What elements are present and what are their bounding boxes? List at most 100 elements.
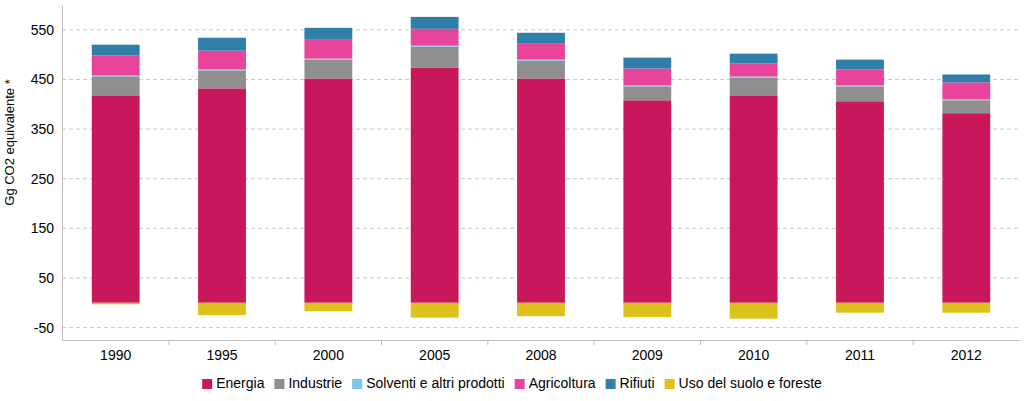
bar (517, 303, 565, 316)
legend-item: Industrie (274, 375, 342, 391)
bar (304, 78, 352, 302)
bar (836, 101, 884, 302)
legend-swatch (274, 379, 284, 389)
bar (411, 68, 459, 303)
bar (623, 58, 671, 69)
x-separator (806, 340, 807, 345)
bar (836, 86, 884, 101)
y-axis-title: Gg CO2 equivalente * (2, 79, 17, 205)
x-tick: 2008 (525, 340, 556, 363)
x-tick: 2012 (951, 340, 982, 363)
x-separator (594, 340, 595, 345)
x-separator (913, 340, 914, 345)
bar (730, 64, 778, 77)
bar (517, 33, 565, 44)
legend-swatch (202, 379, 212, 389)
legend-swatch (606, 379, 616, 389)
y-tick-label: 50 (38, 270, 54, 286)
x-tick-label: 2000 (313, 347, 344, 363)
bar (730, 95, 778, 302)
bar (92, 45, 140, 56)
x-tick: 2005 (419, 340, 450, 363)
bar (411, 303, 459, 318)
y-tick-label: 550 (31, 22, 55, 38)
x-tick: 2000 (313, 340, 344, 363)
x-separator (275, 340, 276, 345)
x-separator (487, 340, 488, 345)
bar (304, 28, 352, 40)
x-tick: 1990 (100, 340, 131, 363)
grid (62, 30, 1020, 328)
bar (517, 78, 565, 302)
legend-label: Agricoltura (529, 375, 596, 391)
bar (623, 69, 671, 86)
x-tick-label: 2008 (525, 347, 556, 363)
x-tick-label: 1990 (100, 347, 131, 363)
bar (836, 60, 884, 70)
bar (198, 51, 246, 70)
legend-label: Industrie (288, 375, 342, 391)
bar (942, 303, 990, 313)
x-tick: 2010 (738, 340, 769, 363)
series (92, 68, 990, 303)
y-tick-label: 150 (31, 220, 55, 236)
x-axis: 1990 1995 2000 2005 2008 2009 2010 2011 2012 (63, 340, 1021, 363)
y-tick: 450 (31, 71, 62, 87)
bar (304, 60, 352, 79)
y-tick: -50 (34, 320, 62, 336)
x-tick: 2009 (632, 340, 663, 363)
y-tick: 150 (31, 220, 62, 236)
y-tick: 550 (31, 22, 62, 38)
bar (198, 303, 246, 315)
plot: -50 50 150 250 350 450 550 1990 1995 2000 2005 2008… (31, 6, 1021, 363)
legend-item: Solventi e altri prodotti (352, 375, 505, 391)
bar (942, 74, 990, 82)
x-tick-label: 2012 (951, 347, 982, 363)
x-separator (700, 340, 701, 345)
legend-swatch (515, 379, 525, 389)
x-tick-label: 2010 (738, 347, 769, 363)
bar (836, 303, 884, 313)
bar (942, 113, 990, 303)
bar (517, 44, 565, 60)
bar (730, 54, 778, 64)
x-tick-label: 2009 (632, 347, 663, 363)
legend-label: Energia (216, 375, 264, 391)
bar (623, 303, 671, 317)
legend-swatch (665, 379, 675, 389)
bar (92, 76, 140, 95)
x-separators (169, 340, 913, 345)
bar (304, 303, 352, 311)
bars (92, 17, 990, 319)
legend-label: Rifiuti (620, 375, 655, 391)
chart: -50 50 150 250 350 450 550 1990 1995 2000 2005 2008… (0, 0, 1024, 401)
legend-label: Solventi e altri prodotti (366, 375, 505, 391)
x-axis-line (63, 340, 1021, 341)
x-tick: 2011 (845, 340, 875, 363)
y-tick: 350 (31, 121, 62, 137)
bar (411, 29, 459, 46)
bar (942, 82, 990, 99)
legend-label: Uso del suolo e foreste (679, 375, 822, 391)
x-tick-label: 2005 (419, 347, 450, 363)
x-tick: 1995 (206, 340, 237, 363)
x-tick-label: 2011 (845, 347, 875, 363)
y-tick: 250 (31, 171, 62, 187)
bar (92, 303, 140, 304)
y-axis: -50 50 150 250 350 450 550 (31, 6, 63, 341)
x-separator (381, 340, 382, 345)
bar (411, 17, 459, 29)
bar (623, 86, 671, 100)
legend-item: Agricoltura (515, 375, 596, 391)
y-tick-label: 250 (31, 171, 55, 187)
grid-line (62, 29, 1020, 30)
bar (198, 38, 246, 51)
y-tick-label: -50 (34, 320, 54, 336)
y-axis-line (62, 6, 63, 341)
bar (942, 100, 990, 113)
x-tick-label: 1995 (206, 347, 237, 363)
y-tick-label: 450 (31, 71, 55, 87)
bar (517, 61, 565, 79)
bar (198, 71, 246, 89)
y-tick-label: 350 (31, 121, 55, 137)
